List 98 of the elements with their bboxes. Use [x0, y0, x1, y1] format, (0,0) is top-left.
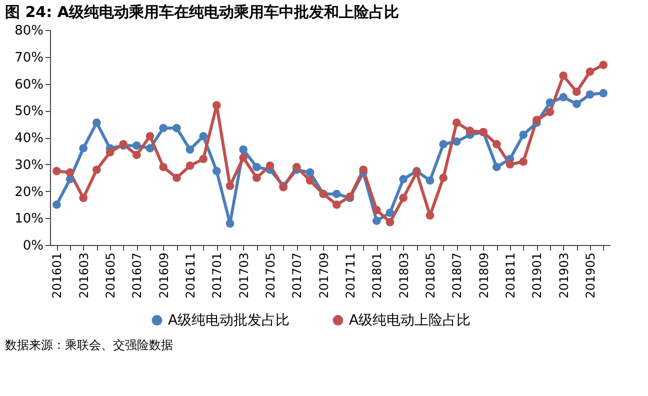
point: [586, 67, 594, 76]
point: [519, 158, 528, 166]
point: [439, 140, 448, 148]
point: [546, 108, 554, 116]
x-tick-label: 201705: [264, 252, 278, 298]
point: [586, 90, 594, 99]
point: [559, 72, 568, 80]
point: [546, 98, 554, 107]
point: [146, 132, 154, 140]
point: [132, 141, 141, 150]
point: [532, 116, 541, 124]
x-tick-label: 201707: [290, 252, 304, 298]
point: [66, 168, 74, 177]
x-tick-label: 201711: [344, 252, 358, 298]
y-tick-label: 40%: [14, 131, 44, 146]
point: [399, 194, 408, 202]
point: [172, 124, 181, 132]
point: [492, 162, 501, 172]
point: [466, 126, 474, 135]
point: [252, 162, 261, 172]
point: [159, 162, 168, 172]
y-tick-label: 10%: [14, 212, 44, 227]
point: [572, 100, 581, 108]
x-tick-label: 201605: [104, 252, 118, 298]
chart-title: 图 24: A级纯电动乘用车在纯电动乘用车中批发和上险占比: [5, 3, 399, 21]
y-tick-label: 50%: [14, 104, 44, 120]
point: [172, 174, 181, 182]
point: [599, 88, 608, 98]
point: [132, 150, 141, 160]
x-tick-label: 201611: [184, 252, 198, 298]
point: [226, 219, 234, 228]
x-tick-label: 201805: [424, 252, 438, 298]
point: [372, 216, 381, 225]
point: [186, 162, 194, 170]
point: [332, 200, 341, 209]
x-tick-label: 201903: [556, 252, 571, 298]
point: [452, 118, 461, 127]
point: [426, 211, 434, 220]
x-tick-label: 201709: [316, 252, 331, 298]
point: [106, 148, 114, 156]
point: [372, 206, 381, 214]
point: [159, 124, 168, 132]
x-tick-label: 201809: [476, 252, 491, 298]
point: [239, 145, 248, 154]
point: [452, 137, 461, 146]
point: [386, 218, 394, 226]
y-tick-label: 20%: [14, 184, 44, 200]
legend-label: A级纯电动上险占比: [349, 312, 471, 328]
point: [199, 132, 208, 140]
point: [439, 174, 448, 182]
point: [559, 93, 568, 102]
point: [292, 162, 301, 172]
source-note: 数据来源：乘联会、交强险数据: [5, 338, 173, 352]
point: [306, 168, 314, 177]
point: [186, 145, 194, 154]
point: [572, 88, 581, 96]
point: [386, 208, 394, 217]
x-tick-label: 201801: [370, 252, 384, 298]
y-tick-label: 70%: [14, 50, 44, 66]
point: [92, 118, 101, 127]
y-tick-label: 0%: [22, 238, 44, 254]
x-tick-label: 201905: [584, 252, 598, 298]
point: [79, 194, 88, 202]
x-tick-label: 201603: [76, 252, 91, 298]
point: [506, 160, 514, 169]
legend-label: A级纯电动批发占比: [168, 312, 290, 328]
y-tick-label: 30%: [14, 158, 44, 173]
point: [52, 200, 61, 209]
x-tick-label: 201703: [236, 252, 251, 298]
y-tick-label: 60%: [14, 77, 44, 92]
point: [252, 174, 261, 182]
point: [212, 166, 221, 176]
x-tick-label: 201807: [450, 252, 464, 298]
point: [399, 174, 408, 184]
point: [492, 140, 501, 148]
point: [599, 60, 608, 70]
x-tick-label: 201601: [50, 252, 64, 298]
x-tick-label: 201803: [396, 252, 411, 298]
point: [239, 153, 248, 162]
point: [146, 144, 154, 152]
x-tick-label: 201901: [530, 252, 544, 298]
x-tick-label: 201607: [130, 252, 144, 298]
point: [359, 166, 368, 174]
point: [332, 190, 341, 198]
x-tick-label: 201609: [156, 252, 171, 298]
point: [426, 176, 434, 185]
point: [52, 166, 61, 176]
point: [92, 166, 101, 174]
point: [79, 144, 88, 152]
x-tick-label: 201811: [504, 252, 518, 298]
point: [199, 154, 208, 164]
y-tick-label: 80%: [14, 24, 44, 38]
point: [212, 101, 221, 110]
point: [306, 176, 314, 185]
point: [266, 162, 274, 170]
point: [226, 182, 234, 190]
point: [519, 130, 528, 139]
x-tick-label: 201701: [210, 252, 224, 298]
